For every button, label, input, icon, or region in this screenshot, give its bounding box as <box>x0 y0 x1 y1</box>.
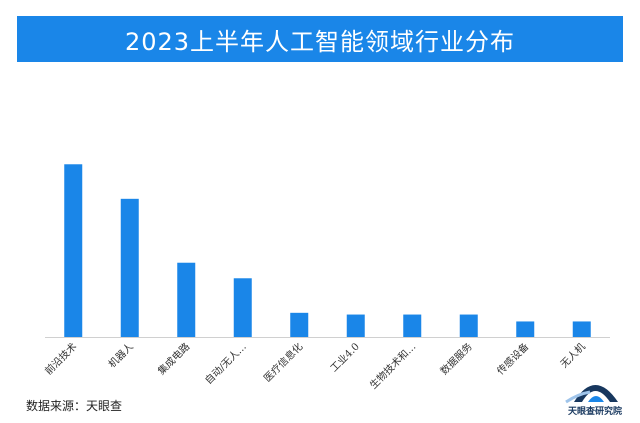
logo-text: 天眼查研究院 <box>567 407 622 417</box>
bar-2 <box>177 262 196 337</box>
x-tick-labels: 前沿技术 机器人 集成电路 自动/无人… 医疗信息化 工业4.0 生物技术和… 数据服务 传感设… <box>42 340 588 392</box>
title-bar: 2023上半年人工智能领域行业分布 <box>17 16 623 62</box>
data-source: 数据来源：天眼查 <box>26 399 123 413</box>
bar-7 <box>459 314 478 337</box>
x-tick-label-9: 无人机 <box>557 340 587 370</box>
x-tick-label-0: 前沿技术 <box>42 340 79 377</box>
x-tick-label-8: 传感设备 <box>494 340 531 377</box>
x-tick-label-3: 自动/无人… <box>202 340 249 387</box>
x-tick-label-2: 集成电路 <box>155 340 192 377</box>
logo: 天眼查研究院 <box>560 370 630 418</box>
x-tick-label-6: 生物技术和… <box>367 340 419 392</box>
bar-6 <box>403 314 422 337</box>
bars-group <box>64 164 591 337</box>
bar-5 <box>346 314 365 337</box>
bar-1 <box>120 198 139 337</box>
bar-0 <box>64 164 83 337</box>
bar-3 <box>233 278 252 337</box>
x-tick-label-5: 工业4.0 <box>328 341 362 375</box>
x-tick-label-4: 医疗信息化 <box>261 340 306 385</box>
eye-logo-icon <box>565 385 618 404</box>
bar-8 <box>516 321 535 337</box>
x-tick-label-1: 机器人 <box>105 340 135 370</box>
bar-9 <box>572 321 591 337</box>
x-tick-label-7: 数据服务 <box>437 340 474 377</box>
chart-title: 2023上半年人工智能领域行业分布 <box>124 27 516 56</box>
bar-4 <box>290 312 309 337</box>
